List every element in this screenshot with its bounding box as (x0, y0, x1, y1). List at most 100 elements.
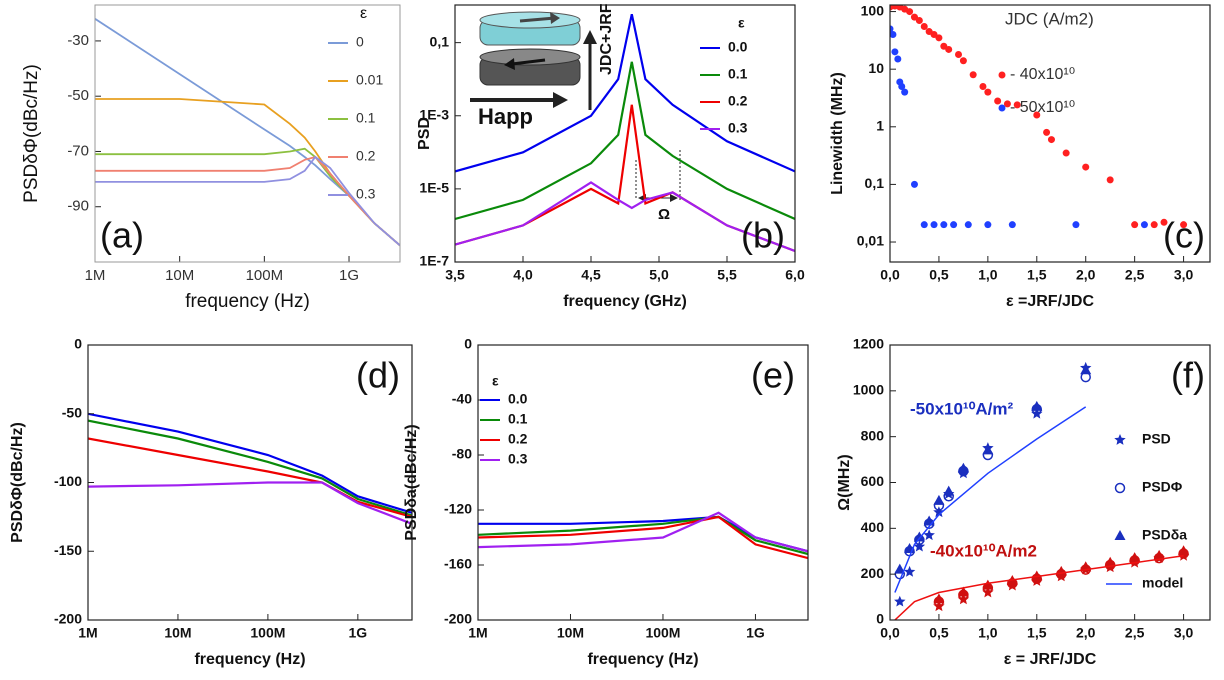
x-tick-label: 0,5 (929, 267, 949, 283)
x-tick-label: 10M (557, 625, 584, 641)
triangle-marker (1104, 556, 1116, 567)
triangle-marker (1031, 570, 1043, 581)
series-line (478, 511, 808, 553)
dot-marker (945, 45, 953, 53)
plot-frame (889, 4, 1211, 263)
panel-label: (e) (751, 355, 795, 396)
y-tick-label: 200 (861, 565, 885, 581)
dot-marker (959, 57, 967, 65)
plot-area (88, 412, 412, 525)
y-tick-label: 10 (868, 60, 884, 76)
dot-marker (1082, 163, 1090, 171)
plot-frame (454, 4, 796, 263)
y-tick-label: 0 (74, 336, 82, 352)
series-line (88, 437, 412, 518)
legend-title: ε (492, 373, 499, 389)
dot-marker (906, 8, 914, 16)
legend-label: 0.1 (356, 110, 376, 126)
star-marker (923, 529, 935, 541)
dot-marker (935, 34, 943, 42)
x-axis-label: frequency (Hz) (194, 651, 305, 668)
model-line (894, 406, 1087, 593)
dot-marker (901, 88, 909, 96)
panel-label: (c) (1163, 215, 1205, 256)
star-marker (1114, 434, 1126, 445)
y-tick-label: -30 (67, 32, 89, 49)
star-marker (1055, 570, 1067, 582)
triangle-marker (957, 586, 969, 597)
legend-label: 0.2 (356, 148, 376, 164)
dot-marker (1047, 136, 1055, 144)
legend-title: ε (360, 5, 367, 22)
series-line (88, 481, 412, 525)
dot-marker (998, 71, 1006, 79)
y-tick-label: -50 (62, 404, 82, 420)
annotation: Ω (658, 206, 670, 223)
x-tick-label: 2,0 (1076, 625, 1096, 641)
legend-label: 0.0 (508, 391, 528, 407)
legend-label: - 40x10¹⁰ (1010, 66, 1075, 83)
legend-label: 0.0 (728, 39, 748, 55)
series-line (478, 515, 808, 556)
y-tick-label: -200 (54, 611, 82, 627)
arrow (511, 58, 546, 66)
legend-label: PSD (1142, 431, 1171, 447)
dot-marker (930, 30, 938, 38)
x-tick-label: 0,0 (880, 625, 900, 641)
legend-label: PSDΦ (1142, 479, 1183, 495)
plot-area (478, 511, 808, 560)
dot-marker (1160, 218, 1168, 226)
current-arrow-head (583, 30, 597, 44)
y-tick-label: 600 (861, 473, 885, 489)
plot-frame (889, 344, 1211, 621)
x-tick-label: 1,5 (1027, 267, 1047, 283)
series-line (478, 515, 808, 560)
x-tick-label: 3,0 (1174, 267, 1194, 283)
dot-marker (1140, 221, 1148, 229)
x-axis-label: frequency (GHz) (563, 293, 687, 310)
y-tick-label: 0,01 (857, 233, 884, 249)
star-marker (1006, 579, 1018, 591)
dot-marker (920, 23, 928, 31)
dot-marker (891, 48, 899, 56)
star-marker (903, 565, 916, 577)
annotation: -40x10¹⁰A/m2 (930, 541, 1037, 560)
plot-area (95, 18, 400, 247)
plot-area (890, 5, 1188, 229)
dot-marker (920, 221, 928, 229)
legend-label: 0.3 (728, 120, 748, 136)
annotation: JDC+JRF (598, 3, 615, 75)
y-axis-label: PSDδa(dBc/Hz) (403, 424, 420, 540)
dot-marker (1072, 221, 1080, 229)
inset-sketch (470, 11, 681, 202)
y-tick-label: -200 (444, 611, 472, 627)
y-tick-label: 1E-3 (419, 106, 449, 122)
dot-marker (930, 221, 938, 229)
series-line (88, 419, 412, 517)
x-tick-label: 100M (645, 625, 680, 641)
x-tick-label: 100M (246, 267, 284, 284)
y-axis-label: Ω(MHz) (836, 454, 853, 510)
x-tick-label: 6,0 (785, 267, 805, 283)
y-tick-label: 0,1 (430, 33, 450, 49)
legend-label: 0.2 (508, 431, 528, 447)
y-tick-label: 1 (876, 117, 884, 133)
dot-marker (910, 13, 918, 21)
y-tick-label: 100 (861, 2, 885, 18)
dot-marker (1003, 100, 1011, 108)
y-tick-label: -100 (54, 473, 82, 489)
x-tick-label: 1M (78, 625, 97, 641)
triangle-marker (1153, 549, 1165, 560)
panel-label: (d) (356, 355, 400, 396)
x-tick-label: 1,0 (978, 625, 998, 641)
legend-label: 0.3 (356, 186, 376, 202)
dot-marker (894, 55, 902, 63)
x-tick-label: 4,0 (513, 267, 533, 283)
triangle-marker (1031, 400, 1043, 411)
x-tick-label: 2,5 (1125, 625, 1145, 641)
x-tick-label: 5,5 (717, 267, 737, 283)
dot-marker (1033, 111, 1041, 119)
annotation: Happ (478, 104, 533, 129)
dot-marker (898, 83, 906, 91)
